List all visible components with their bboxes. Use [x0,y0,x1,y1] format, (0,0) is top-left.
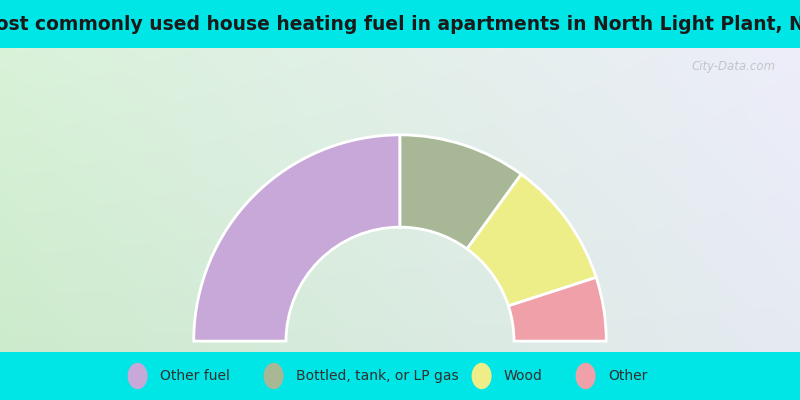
Wedge shape [194,135,400,341]
Text: City-Data.com: City-Data.com [692,60,776,73]
Text: Most commonly used house heating fuel in apartments in North Light Plant, NM: Most commonly used house heating fuel in… [0,14,800,34]
Text: Other: Other [608,369,647,383]
Wedge shape [467,174,596,306]
Text: Other fuel: Other fuel [160,369,230,383]
Wedge shape [400,135,522,249]
Ellipse shape [576,363,595,389]
Ellipse shape [472,363,491,389]
Text: Wood: Wood [504,369,543,383]
Text: Bottled, tank, or LP gas: Bottled, tank, or LP gas [296,369,458,383]
Wedge shape [509,277,606,341]
Ellipse shape [263,363,283,389]
Ellipse shape [128,363,148,389]
